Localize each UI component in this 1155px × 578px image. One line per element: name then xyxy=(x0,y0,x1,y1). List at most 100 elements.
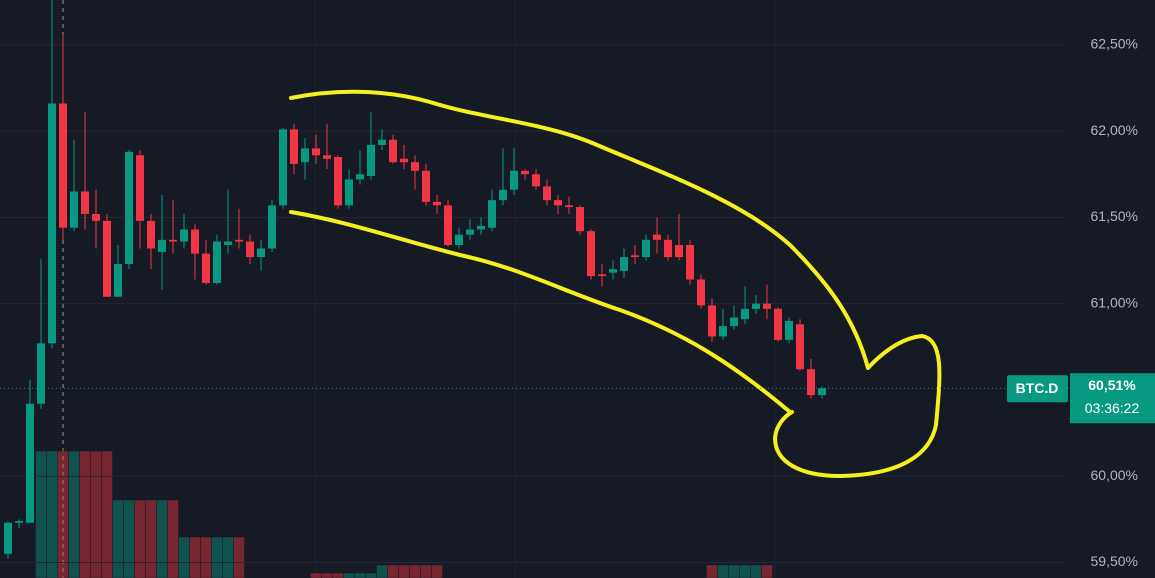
symbol: BTC.D xyxy=(1016,380,1059,396)
candle-body xyxy=(81,191,89,214)
candle-body xyxy=(719,326,727,337)
y-tick-label: 62,00% xyxy=(1091,122,1138,138)
candle-body xyxy=(675,245,683,258)
candle-body xyxy=(598,274,606,277)
candle-body xyxy=(246,241,254,258)
candle-body xyxy=(763,303,771,309)
volume-bar xyxy=(739,564,751,578)
candle-body xyxy=(411,162,419,171)
candle-body xyxy=(257,248,265,258)
volume-bar xyxy=(101,450,113,578)
candle-body xyxy=(774,308,782,340)
candle-body xyxy=(543,186,551,201)
candle-body xyxy=(620,257,628,271)
candle-body xyxy=(136,155,144,221)
last-value: 60,51% xyxy=(1088,377,1136,393)
candle-body xyxy=(510,170,518,190)
candle-body xyxy=(114,263,122,297)
volume-bar xyxy=(90,450,102,578)
candle-body xyxy=(15,521,23,523)
volume-bar xyxy=(398,564,410,578)
volume-bar xyxy=(365,572,377,578)
candle-body xyxy=(301,148,309,163)
value-box xyxy=(1070,373,1155,424)
candle-body xyxy=(532,174,540,187)
candle-body xyxy=(477,226,485,230)
candle-body xyxy=(587,231,595,277)
y-tick-label: 62,50% xyxy=(1091,36,1138,52)
candle-body xyxy=(213,241,221,283)
candle-body xyxy=(785,320,793,340)
candle-body xyxy=(422,170,430,202)
volume-bar xyxy=(35,450,47,578)
volume-bar xyxy=(310,572,322,578)
volume-bar xyxy=(222,536,234,578)
candle-body xyxy=(400,158,408,163)
candle-body xyxy=(323,155,331,159)
volume-bar xyxy=(68,450,80,578)
candles xyxy=(4,0,826,560)
candle-body xyxy=(554,200,562,206)
candle-body xyxy=(235,239,243,242)
candle-body xyxy=(191,229,199,254)
annotation xyxy=(289,89,942,478)
candle-body xyxy=(356,174,364,180)
candle-body xyxy=(455,234,463,246)
candle-body xyxy=(631,255,639,258)
candle-body xyxy=(367,144,375,176)
candle-body xyxy=(334,157,342,206)
candle-body xyxy=(158,239,166,252)
volume-bar xyxy=(79,450,91,578)
candle-body xyxy=(466,229,474,235)
y-tick-label: 60,00% xyxy=(1091,467,1138,483)
volume-bar xyxy=(431,564,443,578)
volume xyxy=(35,450,773,578)
volume-bar xyxy=(200,536,212,578)
volume-bar xyxy=(112,499,124,578)
candle-body xyxy=(48,103,56,344)
candle-body xyxy=(488,200,496,228)
volume-bar xyxy=(156,499,168,578)
candle-body xyxy=(70,191,78,228)
candle-body xyxy=(708,305,716,337)
candle-body xyxy=(26,403,34,523)
candle-body xyxy=(730,317,738,327)
candle-body xyxy=(752,303,760,309)
candle-body xyxy=(741,308,749,320)
candle-body xyxy=(378,139,386,145)
volume-bar xyxy=(233,536,245,578)
volume-bar xyxy=(321,572,333,578)
volume-bar xyxy=(387,564,399,578)
candle-body xyxy=(565,205,573,208)
volume-bar xyxy=(332,572,344,578)
candle-body xyxy=(224,241,232,246)
volume-bar xyxy=(123,499,135,578)
candle-body xyxy=(521,170,529,175)
volume-bar xyxy=(178,536,190,578)
candle-body xyxy=(796,324,804,370)
volume-bar xyxy=(409,564,421,578)
candle-body xyxy=(37,343,45,404)
candle-body xyxy=(279,129,287,206)
volume-bar xyxy=(167,499,179,578)
y-tick-label: 61,00% xyxy=(1091,294,1138,310)
candle-body xyxy=(147,220,155,249)
candle-body xyxy=(268,205,276,249)
symbol-box xyxy=(1007,375,1068,403)
y-axis: 59,50% 60,00% 61,00% 61,50% 62,00% 62,50% xyxy=(1091,36,1138,570)
candle-body xyxy=(290,129,298,164)
candle-body xyxy=(576,207,584,232)
candle-body xyxy=(499,189,507,201)
volume-bar xyxy=(750,564,762,578)
volume-bar xyxy=(134,499,146,578)
candle-body xyxy=(389,139,397,163)
candle-body xyxy=(169,239,177,242)
y-tick-label: 61,50% xyxy=(1091,208,1138,224)
candle-body xyxy=(653,234,661,240)
candle-body xyxy=(125,151,133,264)
volume-bar xyxy=(145,499,157,578)
volume-bar xyxy=(189,536,201,578)
volume-bar xyxy=(728,564,740,578)
